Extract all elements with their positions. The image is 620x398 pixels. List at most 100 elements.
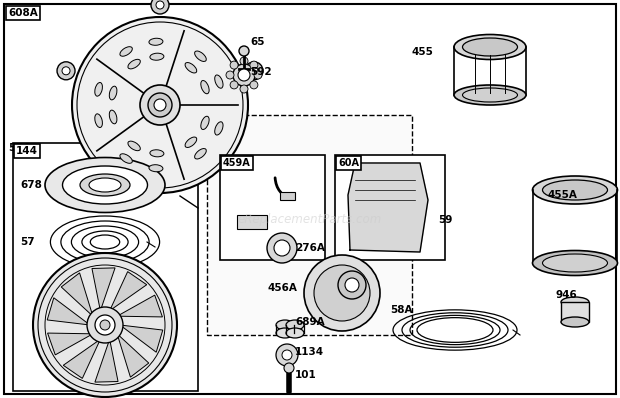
Text: 101: 101 — [295, 370, 317, 380]
Text: 65: 65 — [250, 37, 265, 47]
Text: 689A: 689A — [295, 317, 325, 327]
Text: 144: 144 — [16, 146, 38, 156]
Ellipse shape — [120, 154, 132, 163]
Circle shape — [282, 350, 292, 360]
Ellipse shape — [463, 88, 518, 102]
Circle shape — [100, 320, 110, 330]
Circle shape — [57, 62, 75, 80]
FancyArrowPatch shape — [275, 178, 292, 199]
Text: 1134: 1134 — [295, 347, 324, 357]
Circle shape — [276, 344, 298, 366]
Ellipse shape — [185, 62, 197, 73]
Circle shape — [240, 57, 248, 65]
Ellipse shape — [109, 110, 117, 124]
Circle shape — [156, 1, 164, 9]
Ellipse shape — [80, 174, 130, 196]
Ellipse shape — [215, 122, 223, 135]
Circle shape — [250, 61, 258, 69]
Ellipse shape — [542, 254, 608, 272]
Circle shape — [230, 61, 238, 69]
Circle shape — [254, 71, 262, 79]
Ellipse shape — [150, 53, 164, 60]
Circle shape — [314, 265, 370, 321]
Ellipse shape — [561, 297, 589, 307]
Circle shape — [240, 85, 248, 93]
Polygon shape — [120, 325, 163, 352]
Polygon shape — [92, 268, 115, 311]
Circle shape — [267, 233, 297, 263]
Text: 455A: 455A — [547, 190, 577, 200]
Text: 57: 57 — [20, 237, 35, 247]
Text: 678: 678 — [20, 180, 42, 190]
Circle shape — [233, 64, 255, 86]
Ellipse shape — [185, 137, 197, 148]
Ellipse shape — [201, 80, 209, 94]
Circle shape — [230, 81, 238, 89]
Text: 592: 592 — [250, 67, 272, 77]
Ellipse shape — [454, 35, 526, 59]
Circle shape — [274, 240, 290, 256]
Ellipse shape — [533, 176, 618, 204]
Text: 459A: 459A — [223, 158, 250, 168]
Bar — [335, 155, 445, 260]
Circle shape — [239, 46, 249, 56]
Ellipse shape — [45, 158, 165, 213]
Ellipse shape — [150, 150, 164, 157]
Ellipse shape — [195, 148, 206, 159]
Polygon shape — [48, 333, 93, 355]
Circle shape — [245, 62, 263, 80]
Text: 59: 59 — [438, 215, 453, 225]
Circle shape — [250, 81, 258, 89]
Polygon shape — [110, 271, 147, 311]
Circle shape — [62, 67, 70, 75]
Circle shape — [304, 255, 380, 331]
Ellipse shape — [201, 116, 209, 129]
Ellipse shape — [276, 320, 294, 330]
Circle shape — [284, 363, 294, 373]
Circle shape — [87, 307, 123, 343]
Ellipse shape — [149, 165, 163, 172]
Ellipse shape — [95, 82, 102, 96]
Ellipse shape — [276, 328, 294, 338]
Bar — [220, 155, 325, 260]
Ellipse shape — [128, 59, 140, 69]
Text: 946: 946 — [555, 290, 577, 300]
Ellipse shape — [109, 86, 117, 100]
Circle shape — [154, 99, 166, 111]
Polygon shape — [117, 295, 162, 317]
Circle shape — [95, 315, 115, 335]
Bar — [13, 143, 198, 391]
Circle shape — [238, 69, 250, 81]
Circle shape — [148, 93, 172, 117]
Polygon shape — [63, 339, 100, 378]
Text: 455: 455 — [412, 47, 434, 57]
Ellipse shape — [454, 85, 526, 105]
Ellipse shape — [95, 114, 102, 127]
Ellipse shape — [120, 47, 132, 56]
Ellipse shape — [542, 180, 608, 200]
Bar — [207, 115, 412, 335]
Circle shape — [345, 278, 359, 292]
Polygon shape — [61, 273, 93, 316]
Circle shape — [338, 271, 366, 299]
Ellipse shape — [128, 141, 140, 151]
Text: 608A: 608A — [8, 8, 38, 18]
Ellipse shape — [195, 51, 206, 61]
Text: 55A: 55A — [8, 143, 32, 153]
Polygon shape — [348, 163, 428, 252]
Ellipse shape — [63, 166, 148, 204]
Ellipse shape — [286, 320, 304, 330]
Polygon shape — [95, 339, 118, 382]
Text: 456A: 456A — [267, 283, 297, 293]
Bar — [280, 192, 295, 200]
Bar — [561, 302, 589, 322]
Circle shape — [33, 253, 177, 397]
Text: 276A: 276A — [295, 243, 325, 253]
Circle shape — [140, 85, 180, 125]
Ellipse shape — [561, 317, 589, 327]
Polygon shape — [117, 334, 149, 377]
Circle shape — [226, 71, 234, 79]
Bar — [237, 215, 267, 229]
Text: 58A: 58A — [390, 305, 412, 315]
Circle shape — [250, 67, 258, 75]
